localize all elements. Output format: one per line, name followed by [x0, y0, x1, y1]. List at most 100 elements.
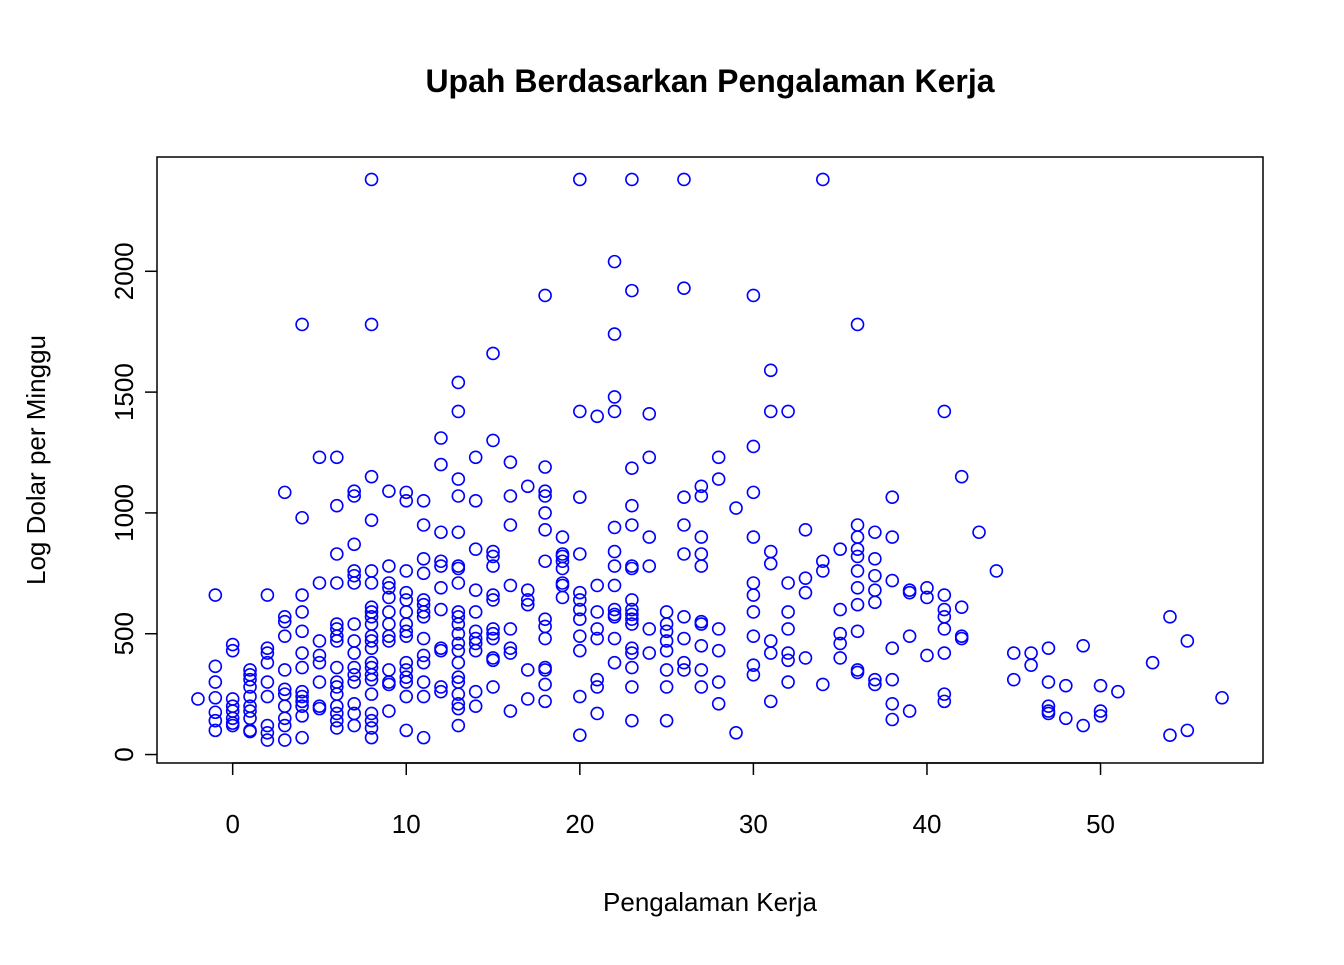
point	[416, 631, 431, 646]
point	[486, 588, 500, 602]
point	[659, 663, 674, 677]
point	[347, 489, 361, 503]
point	[503, 518, 518, 532]
point	[347, 675, 361, 689]
point	[763, 646, 778, 660]
point	[694, 489, 709, 503]
point	[520, 479, 535, 494]
point	[694, 479, 709, 494]
point	[781, 646, 795, 660]
point	[486, 559, 500, 573]
point	[295, 317, 309, 332]
point	[937, 687, 952, 701]
y-tick-label: 1000	[109, 484, 139, 542]
point	[1180, 723, 1195, 738]
x-axis-label: Pengalaman Kerja	[603, 887, 817, 917]
point	[868, 672, 882, 687]
point	[399, 629, 414, 643]
point	[364, 469, 379, 484]
point	[1041, 641, 1056, 656]
point	[382, 677, 396, 692]
point	[694, 680, 709, 694]
point	[451, 472, 466, 486]
point	[468, 605, 483, 619]
point	[503, 704, 518, 718]
point	[486, 544, 500, 559]
point	[295, 689, 309, 704]
point	[573, 490, 587, 505]
point	[330, 629, 344, 643]
point	[711, 622, 726, 636]
y-tick-label: 0	[109, 747, 139, 761]
point	[555, 554, 570, 569]
point	[625, 518, 639, 532]
point	[781, 653, 795, 668]
point	[468, 684, 483, 699]
point	[694, 663, 709, 677]
point	[364, 713, 379, 728]
point	[347, 537, 361, 552]
point	[781, 576, 795, 590]
point	[468, 583, 483, 598]
point	[191, 692, 205, 706]
point	[590, 672, 604, 687]
point	[1093, 678, 1108, 693]
point	[208, 713, 223, 728]
point	[625, 713, 639, 728]
point	[642, 450, 657, 465]
point	[590, 631, 604, 646]
point	[295, 684, 309, 699]
point	[746, 668, 761, 682]
point	[277, 682, 292, 697]
point	[711, 675, 726, 689]
point	[1041, 706, 1056, 721]
point	[382, 704, 396, 718]
point	[677, 655, 691, 670]
point	[607, 602, 622, 617]
point	[451, 404, 466, 419]
point	[642, 646, 657, 660]
point	[330, 713, 344, 728]
point	[798, 585, 813, 600]
point	[434, 559, 448, 573]
point	[295, 510, 309, 525]
point	[434, 643, 448, 658]
point	[277, 733, 292, 747]
point	[312, 450, 327, 465]
point	[225, 643, 240, 658]
point	[1093, 704, 1108, 718]
point	[486, 549, 500, 564]
point	[781, 605, 795, 619]
point	[972, 525, 986, 540]
point	[277, 663, 292, 677]
point	[1059, 711, 1073, 726]
point	[816, 172, 830, 187]
point	[763, 404, 778, 419]
point	[711, 472, 726, 486]
point	[486, 680, 500, 694]
point	[538, 612, 552, 627]
point	[625, 283, 639, 298]
x-tick-label: 10	[392, 809, 421, 839]
point	[399, 485, 414, 500]
point	[486, 593, 500, 607]
x-tick-label: 50	[1086, 809, 1115, 839]
point	[573, 404, 587, 419]
point	[885, 697, 900, 711]
point	[503, 622, 518, 636]
point	[590, 622, 604, 636]
point	[1076, 639, 1090, 653]
point	[347, 484, 361, 498]
point	[937, 588, 952, 602]
point	[625, 461, 639, 476]
point	[208, 723, 223, 738]
point	[382, 581, 396, 595]
point	[364, 610, 379, 624]
point	[382, 576, 396, 590]
point	[451, 561, 466, 576]
point	[607, 520, 622, 535]
point	[330, 450, 344, 465]
point	[850, 624, 865, 639]
point	[225, 637, 240, 652]
